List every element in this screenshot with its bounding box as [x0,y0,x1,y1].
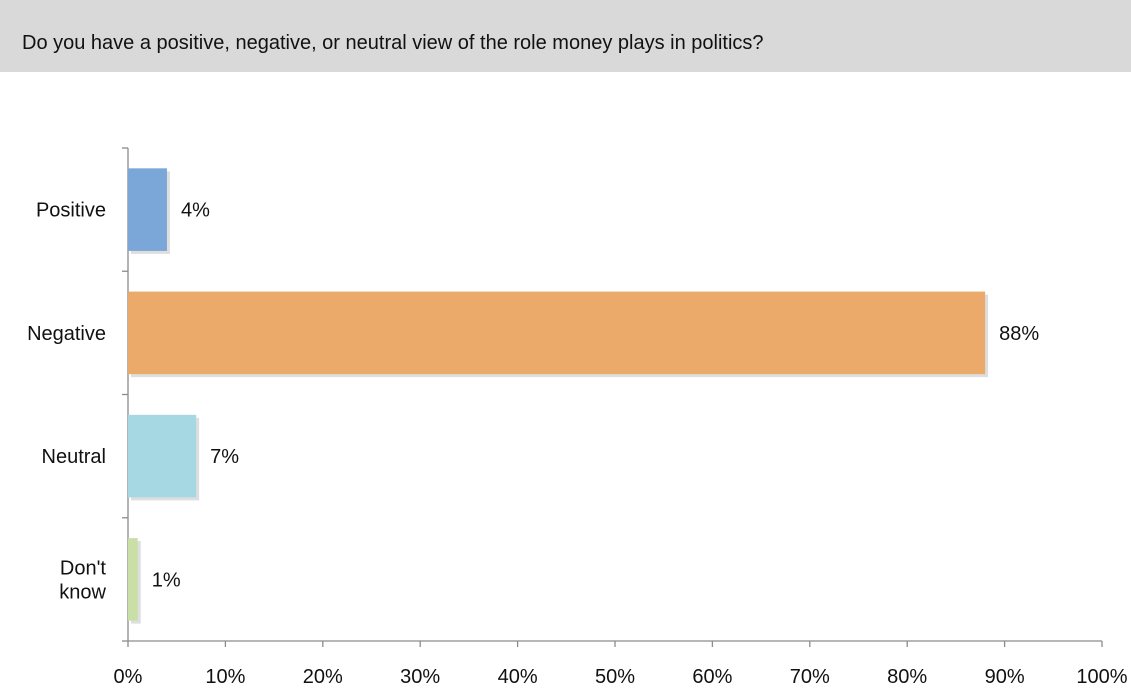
x-tick-label: 80% [887,666,927,688]
category-label: Neutral [42,446,106,468]
x-tick-label: 20% [303,666,343,688]
x-tick-label: 70% [790,666,830,688]
question-banner: Do you have a positive, negative, or neu… [0,0,1131,72]
bar [128,168,167,251]
category-label: Negative [27,323,106,345]
value-label: 4% [181,200,210,222]
value-label: 1% [152,569,181,591]
bar [128,538,138,621]
x-tick-label: 60% [692,666,732,688]
chart-bars [128,168,989,624]
bar [128,414,197,498]
chart-axes: 0% 10% 20% 30% 40% 50% 60% 70% 80% 90% 100% [114,147,1128,688]
value-label: 7% [210,446,239,468]
x-tick-label: 50% [595,666,635,688]
category-label: Positive [36,200,106,222]
x-tick-label: 90% [985,666,1025,688]
x-tick-label: 0% [114,666,143,688]
x-tick-label: 40% [498,666,538,688]
x-tick-label: 100% [1076,666,1127,688]
x-tick-label: 10% [205,666,245,688]
category-label: know [59,581,106,603]
x-tick-label: 30% [400,666,440,688]
value-label: 88% [999,323,1039,345]
category-label: Don't [60,557,107,579]
bar [128,291,986,375]
question-text: Do you have a positive, negative, or neu… [22,32,764,54]
